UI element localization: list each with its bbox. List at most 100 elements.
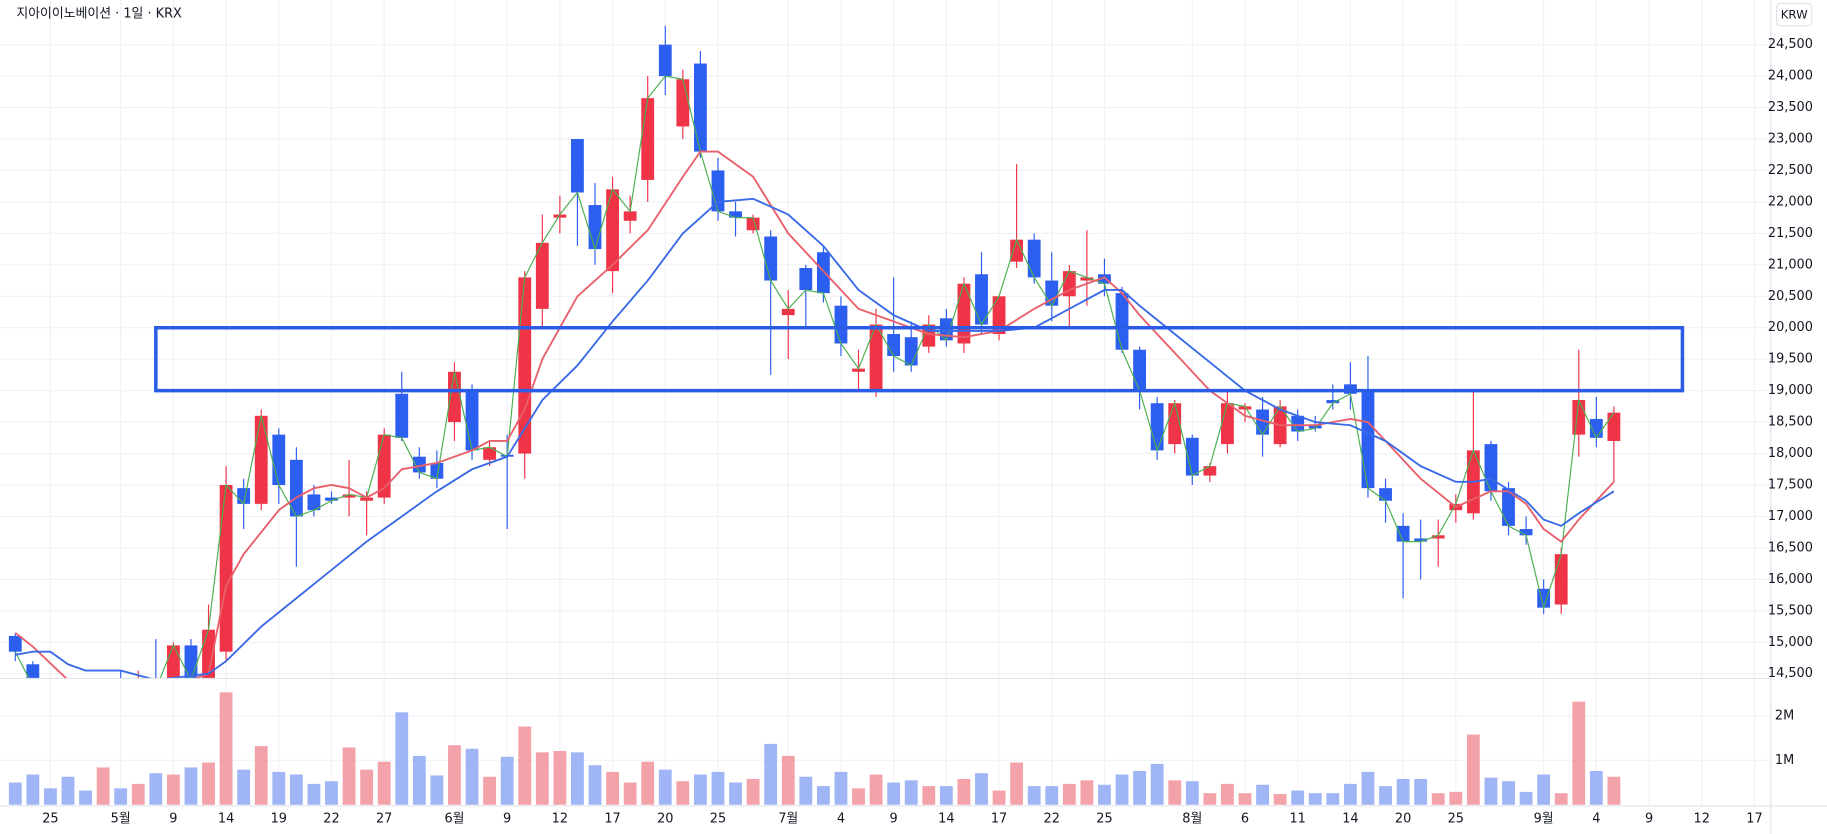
volume-bar <box>1343 783 1357 805</box>
volume-bar <box>1414 778 1428 805</box>
volume-bar <box>289 774 303 805</box>
candle-body <box>553 214 567 218</box>
candle-body <box>869 324 883 391</box>
annotation-box <box>154 325 1685 393</box>
x-tick-label: 9 <box>169 811 177 826</box>
volume-bar <box>149 773 163 805</box>
candle-body <box>658 44 672 77</box>
volume-bar <box>44 788 57 805</box>
volume-bar <box>1554 793 1568 805</box>
x-tick-label: 4 <box>1592 811 1600 826</box>
volume-bar <box>764 743 778 805</box>
volume-bar <box>1238 793 1252 805</box>
y-tick-label: 16,500 <box>1768 540 1813 555</box>
x-tick-label: 12 <box>1694 811 1710 826</box>
volume-bar <box>746 778 760 805</box>
candle-body <box>799 267 813 290</box>
candle-body <box>360 497 374 501</box>
volume-bar <box>816 786 830 805</box>
candle-body <box>97 689 110 698</box>
y-tick-label: 18,000 <box>1768 446 1813 461</box>
volume-bar <box>1115 774 1129 805</box>
currency-label: KRW <box>1781 8 1808 22</box>
volume-bar <box>430 775 444 805</box>
volume-bar <box>395 712 409 805</box>
volume-bar <box>465 748 479 805</box>
volume-bar <box>1150 763 1164 805</box>
candle-body <box>816 252 830 294</box>
volume-bar <box>1502 781 1515 805</box>
candle-body <box>1203 466 1217 476</box>
volume-bar <box>500 756 514 805</box>
candle-body <box>26 664 40 679</box>
x-tick-label: 6 <box>1241 811 1249 826</box>
moving-average <box>14 150 1615 679</box>
volume-bar <box>1537 774 1551 805</box>
volume-bar <box>26 774 40 805</box>
candle-body <box>342 494 356 498</box>
volume-bar <box>1326 793 1340 805</box>
candle-body <box>219 484 233 652</box>
candle-body <box>623 211 637 221</box>
volume-bar <box>711 771 725 805</box>
y-tick-label: 21,500 <box>1768 226 1813 241</box>
candle-body <box>1519 529 1533 536</box>
volume-bar <box>975 773 988 805</box>
volume-bar <box>342 747 356 805</box>
volume-bar <box>1273 794 1287 805</box>
volume-bar <box>606 771 619 805</box>
volume-bar <box>184 767 198 805</box>
volume-bar <box>1466 734 1480 805</box>
candle-body <box>465 390 479 451</box>
volume-bar <box>237 769 251 805</box>
candle-body <box>852 368 865 372</box>
candle-body <box>272 434 286 485</box>
volume-bar <box>571 752 584 805</box>
close-line <box>14 75 1615 679</box>
volume-bar <box>1203 793 1217 805</box>
volume-bar <box>114 788 128 805</box>
candle-body <box>1238 406 1252 410</box>
volume-bar <box>834 771 848 805</box>
volume-bar <box>1045 786 1059 805</box>
x-tick-label: 5월 <box>111 811 131 826</box>
volume-bar <box>781 755 795 805</box>
candle-body <box>1484 444 1498 492</box>
y-tick-label: 17,000 <box>1768 509 1813 524</box>
x-tick-label: 4 <box>837 811 845 826</box>
x-tick-label: 12 <box>552 811 568 826</box>
y-tick-label: 21,000 <box>1768 257 1813 272</box>
candle-body <box>1115 293 1129 350</box>
x-tick-label: 9월 <box>1534 811 1554 826</box>
candle-body <box>904 337 918 366</box>
y-tick-label: 16,000 <box>1768 572 1813 587</box>
candle-body <box>992 296 1006 335</box>
y-tick-label: 22,000 <box>1768 194 1813 209</box>
volume-bar <box>869 774 883 805</box>
volume-bar <box>1080 780 1094 805</box>
x-tick-label: 22 <box>323 811 339 826</box>
volume-bar <box>448 745 461 805</box>
y-tick-label: 20,500 <box>1768 289 1813 304</box>
candle-body <box>1554 554 1568 605</box>
x-tick-label: 7월 <box>778 811 798 826</box>
candle-body <box>62 693 75 696</box>
volume-bar <box>1221 783 1234 805</box>
candle-body <box>518 277 532 454</box>
y-tick-label: 22,500 <box>1768 163 1813 178</box>
volume-bar <box>957 778 971 805</box>
currency-box <box>1776 2 1813 27</box>
candle-body <box>676 79 690 127</box>
volume-tick-label: 2M <box>1775 708 1794 723</box>
volume-bar <box>131 783 145 805</box>
candle-body <box>1326 400 1340 404</box>
candle-body <box>325 497 338 501</box>
volume-bar <box>1449 791 1463 805</box>
volume-bar <box>360 769 374 805</box>
x-tick-label: 25 <box>1448 811 1464 826</box>
volume-bar <box>887 782 901 805</box>
volume-bar <box>922 786 936 805</box>
candle-body <box>395 393 409 438</box>
candle-body <box>8 635 22 652</box>
